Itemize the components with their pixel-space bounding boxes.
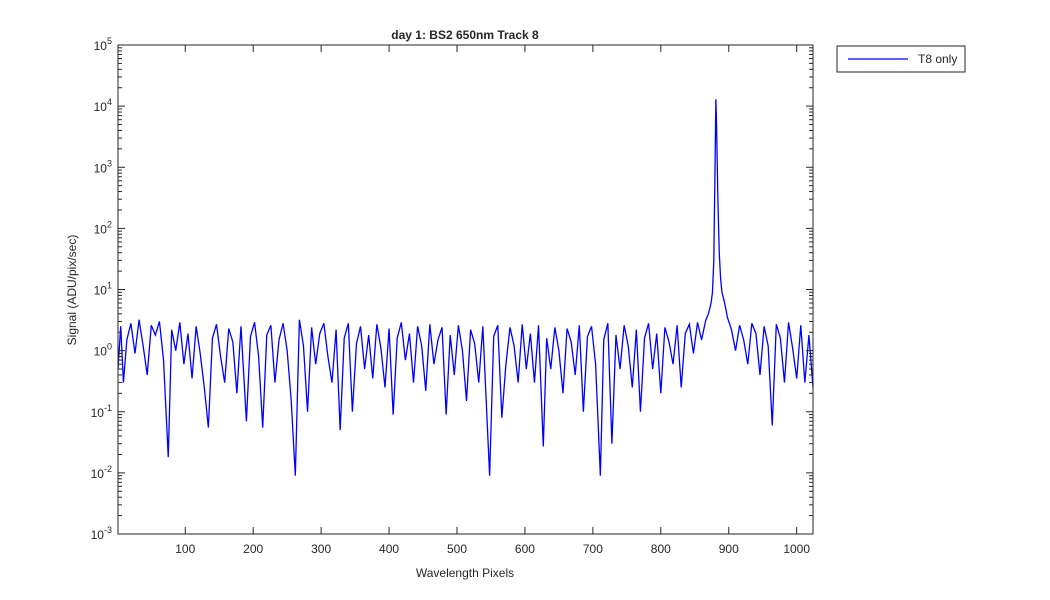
y-tick-label: 100 [94,342,112,359]
y-axis-label: Signal (ADU/pix/sec) [65,235,79,346]
x-tick-label: 400 [379,542,399,556]
y-tick-label: 104 [94,97,112,114]
x-tick-label: 800 [651,542,671,556]
y-tick-label: 105 [94,36,112,53]
y-tick-label: 10-3 [91,525,112,542]
y-tick-label: 10-1 [91,403,112,420]
y-tick-label: 102 [94,219,112,236]
x-tick-label: 500 [447,542,467,556]
x-tick-label: 600 [515,542,535,556]
y-tick-label: 10-2 [91,464,112,481]
data-line [117,99,814,476]
x-tick-label: 100 [175,542,195,556]
x-tick-label: 900 [719,542,739,556]
x-tick-label: 200 [243,542,263,556]
x-tick-label: 300 [311,542,331,556]
chart-title: day 1: BS2 650nm Track 8 [391,28,539,42]
y-tick-label: 103 [94,158,112,175]
y-tick-label: 101 [94,281,112,298]
legend-label: T8 only [918,52,957,66]
x-tick-label: 700 [583,542,603,556]
x-tick-label: 1000 [783,542,810,556]
x-axis-label: Wavelength Pixels [416,566,514,580]
